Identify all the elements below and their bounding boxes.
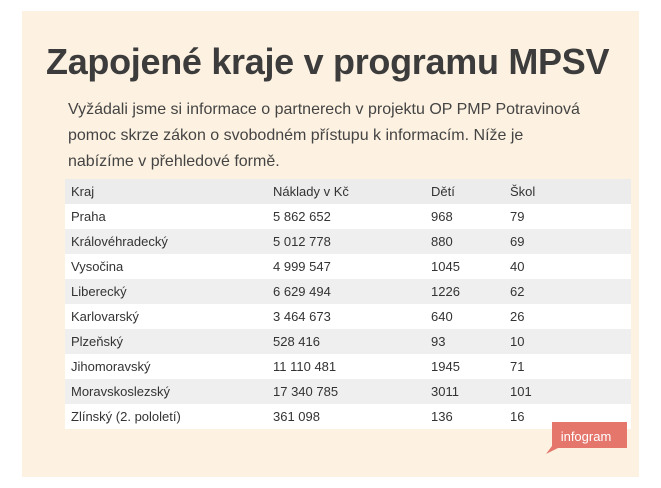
- cell-deti: 1226: [431, 284, 460, 299]
- cell-deti: 640: [431, 309, 453, 324]
- table-row: Plzeňský 528 416 93 10: [65, 329, 631, 354]
- cell-deti: 136: [431, 409, 453, 424]
- cell-kraj: Vysočina: [71, 259, 124, 274]
- cell-kraj: Liberecký: [71, 284, 127, 299]
- infogram-brand-label[interactable]: infogram: [560, 429, 612, 444]
- cell-skol: 16: [510, 409, 525, 424]
- data-table: Kraj Náklady v Kč Dětí Škol Praha 5 862 6…: [65, 179, 631, 429]
- column-header-skol: Škol: [510, 184, 536, 199]
- column-header-deti: Dětí: [431, 184, 455, 199]
- cell-skol: 101: [510, 384, 532, 399]
- cell-skol: 79: [510, 209, 525, 224]
- column-header-kraj: Kraj: [71, 184, 95, 199]
- cell-naklady: 17 340 785: [273, 384, 339, 399]
- table-row: Moravskoslezský 17 340 785 3011 101: [65, 379, 631, 404]
- cell-naklady: 528 416: [273, 334, 320, 349]
- cell-skol: 71: [510, 359, 525, 374]
- cell-naklady: 5 862 652: [273, 209, 331, 224]
- cell-naklady: 11 110 481: [273, 359, 337, 374]
- table-row: Karlovarský 3 464 673 640 26: [65, 304, 631, 329]
- infogram-tag-icon[interactable]: [531, 422, 627, 454]
- cell-skol: 69: [510, 234, 525, 249]
- cell-deti: 1945: [431, 359, 460, 374]
- cell-naklady: 3 464 673: [273, 309, 331, 324]
- cell-kraj: Praha: [71, 209, 106, 224]
- table-body: Praha 5 862 652 968 79 Královéhradecký 5 012 …: [65, 204, 631, 429]
- table-row: Královéhradecký 5 012 778 880 69: [65, 229, 631, 254]
- table-row: Praha 5 862 652 968 79: [65, 204, 631, 229]
- cell-deti: 3011: [431, 384, 459, 399]
- column-header-naklady: Náklady v Kč: [273, 184, 349, 199]
- chart-title: Zapojené kraje v programu MPSV: [46, 41, 610, 82]
- cell-naklady: 4 999 547: [273, 259, 331, 274]
- table-row: Zlínský (2. pololetí) 361 098 136 16: [65, 404, 631, 429]
- cell-kraj: Královéhradecký: [71, 234, 168, 249]
- cell-deti: 880: [431, 234, 453, 249]
- infographic-card: Zapojené kraje v programu MPSV Vyžádali …: [22, 11, 639, 477]
- cell-kraj: Zlínský (2. pololetí): [71, 409, 181, 424]
- intro-text: Vyžádali jsme si informace o partnerech …: [68, 101, 580, 170]
- cell-kraj: Plzeňský: [71, 334, 124, 349]
- cell-skol: 40: [510, 259, 525, 274]
- table-header-row: Kraj Náklady v Kč Dětí Škol: [65, 179, 631, 204]
- cell-skol: 62: [510, 284, 525, 299]
- cell-deti: 1045: [431, 259, 460, 274]
- cell-naklady: 6 629 494: [273, 284, 331, 299]
- infogram-tag-shape: [546, 422, 627, 454]
- cell-kraj: Moravskoslezský: [71, 384, 170, 399]
- cell-kraj: Karlovarský: [71, 309, 139, 324]
- cell-naklady: 5 012 778: [273, 234, 331, 249]
- cell-skol: 10: [510, 334, 525, 349]
- table-row: Liberecký 6 629 494 1226 62: [65, 279, 631, 304]
- table-row: Vysočina 4 999 547 1045 40: [65, 254, 631, 279]
- cell-skol: 26: [510, 309, 525, 324]
- cell-kraj: Jihomoravský: [71, 359, 151, 374]
- cell-deti: 93: [431, 334, 446, 349]
- cell-naklady: 361 098: [273, 409, 320, 424]
- table-row: Jihomoravský 11 110 481 1945 71: [65, 354, 631, 379]
- cell-deti: 968: [431, 209, 453, 224]
